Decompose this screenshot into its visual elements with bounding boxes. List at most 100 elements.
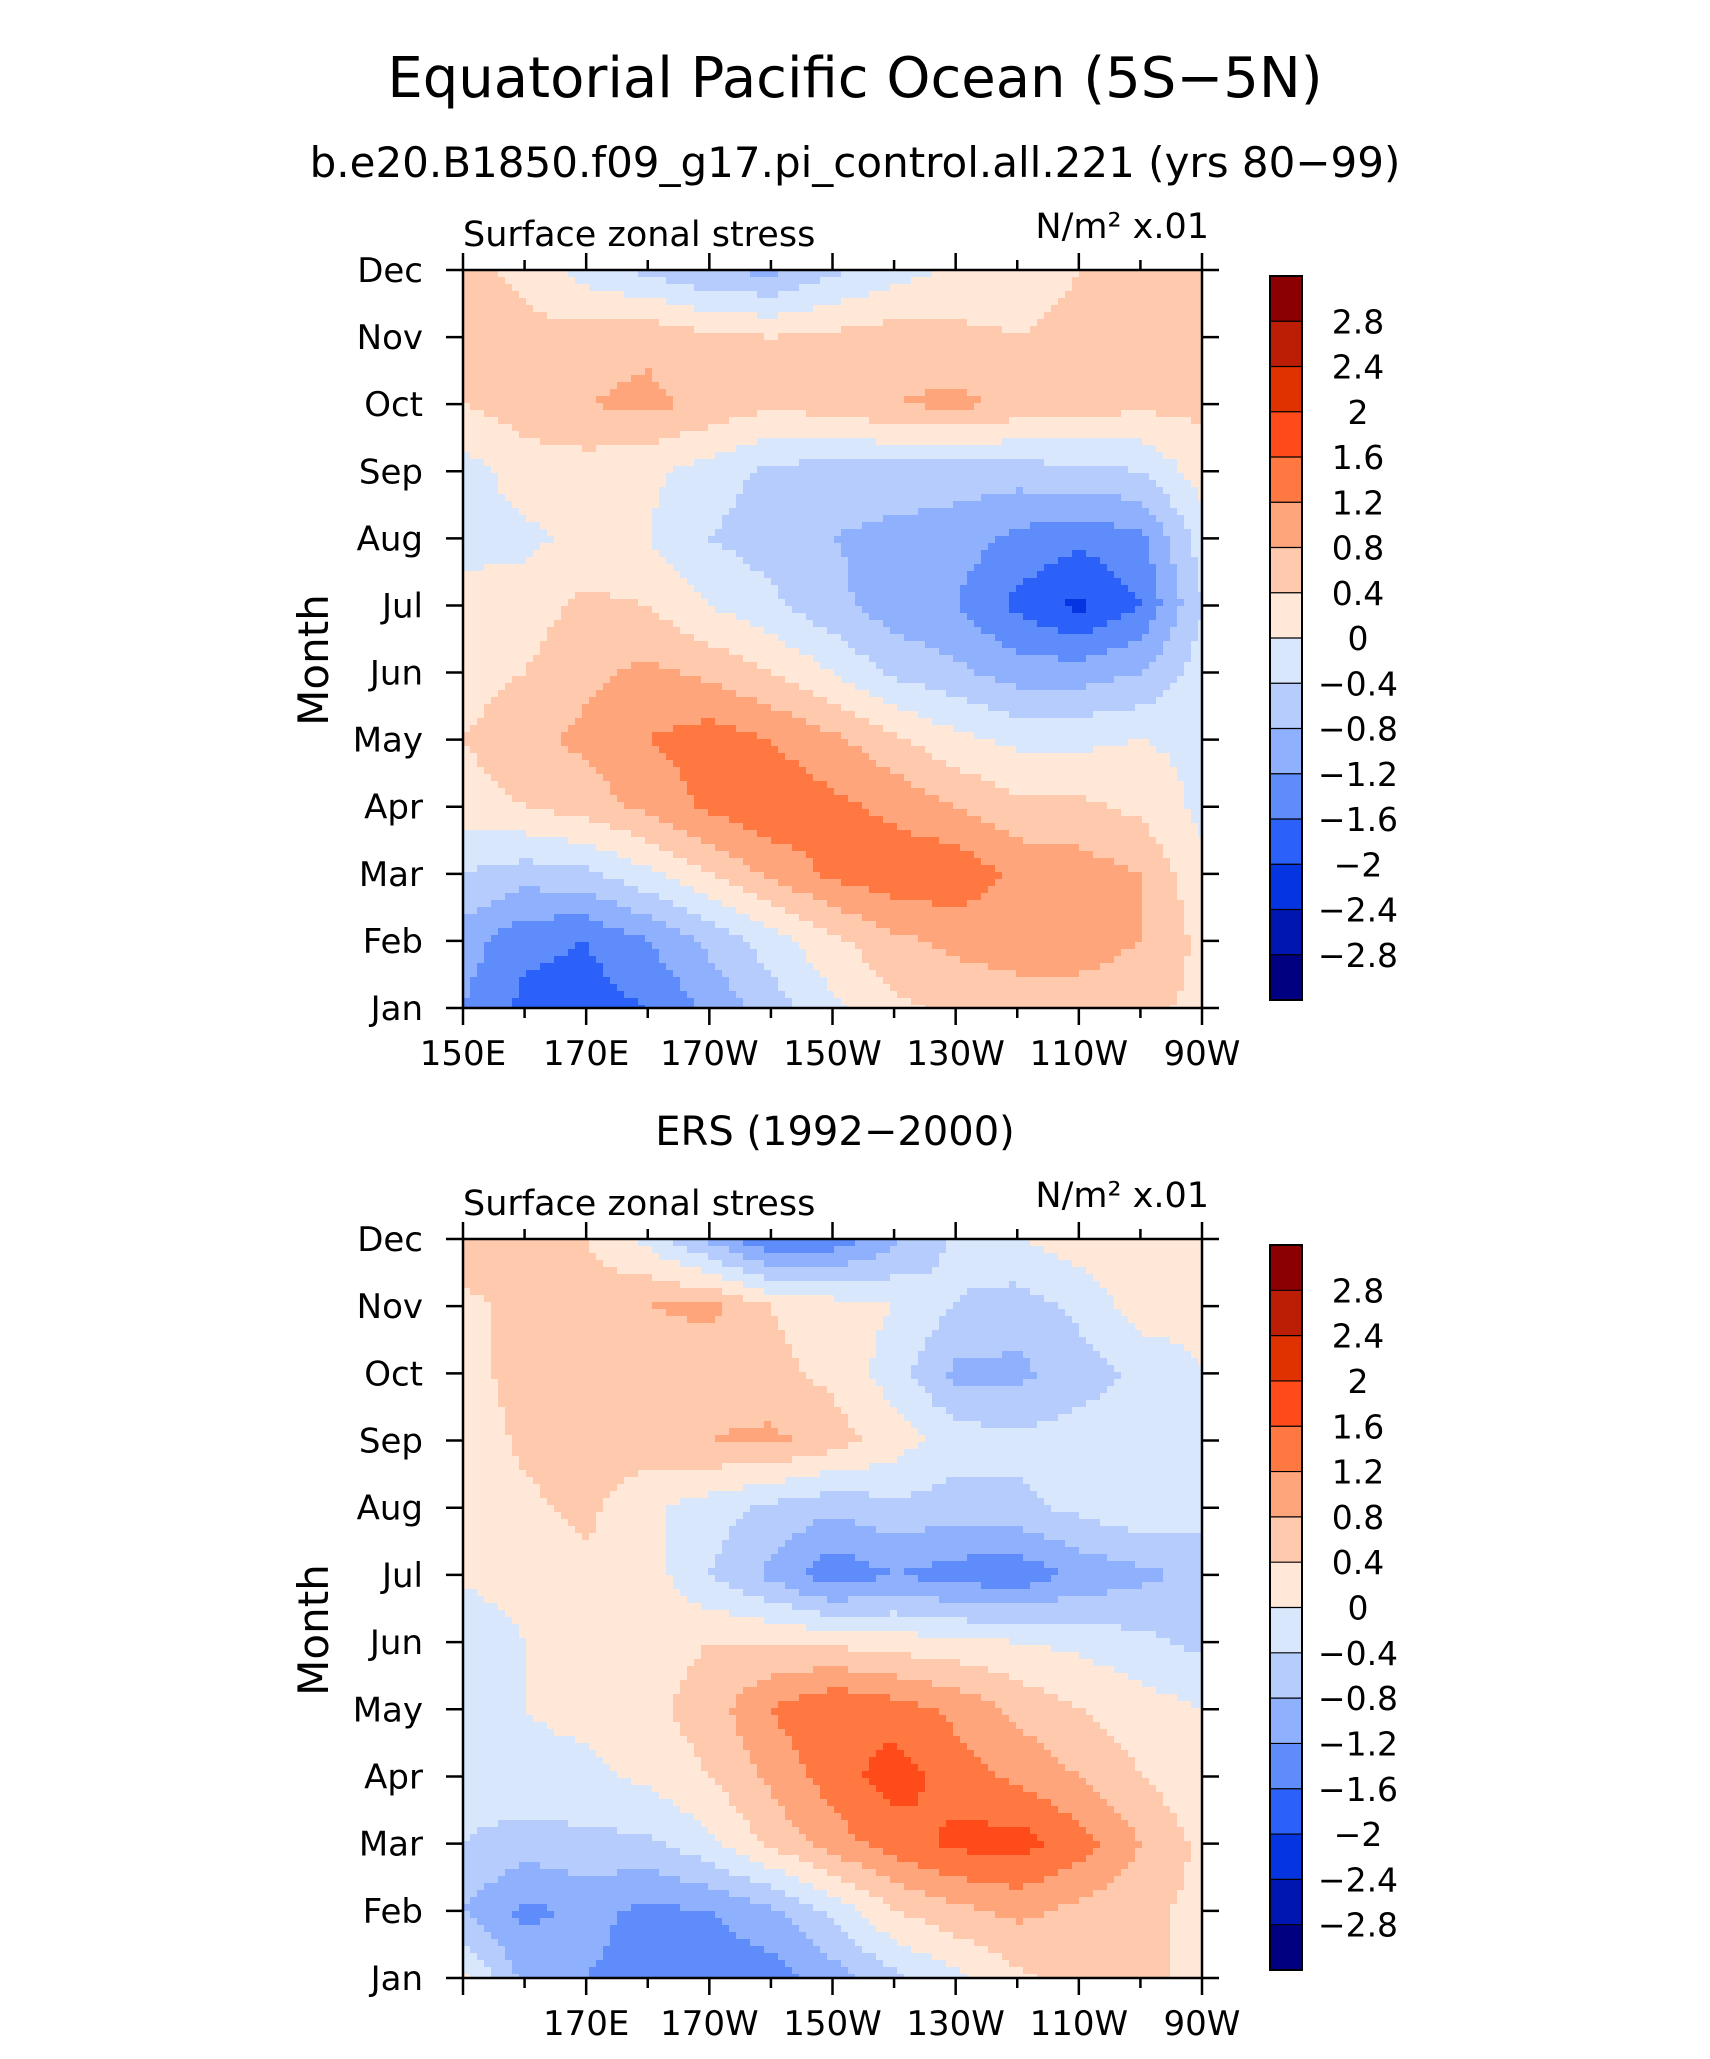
y-tick-label: Jun (368, 654, 423, 694)
y-tick-label: Aug (357, 1489, 423, 1529)
colorbar-label: 0 (1348, 619, 1369, 658)
colorbar-swatch (1270, 1336, 1302, 1382)
colorbar-label: −1.2 (1318, 1724, 1398, 1763)
colorbar-label: −2.8 (1318, 936, 1398, 975)
y-tick-label: May (353, 721, 423, 761)
y-tick-label: Nov (357, 318, 423, 358)
colorbar-label: 0.4 (1332, 1543, 1384, 1582)
y-tick-label: Dec (357, 1220, 423, 1260)
colorbar-label: 0.4 (1332, 574, 1384, 613)
y-tick-label: Dec (357, 251, 423, 291)
x-tick-label: 130W (906, 1034, 1005, 1074)
x-tick-label: 110W (1030, 2004, 1129, 2044)
panel-title: ERS (1992−2000) (655, 1109, 1015, 1155)
x-tick-label: 90W (1164, 1034, 1241, 1074)
colorbar-label: −2.4 (1318, 891, 1398, 930)
colorbar-swatch (1270, 457, 1302, 503)
y-tick-label: Oct (364, 1354, 423, 1394)
colorbar-swatch (1270, 683, 1302, 729)
colorbar-label: 0 (1348, 1589, 1369, 1628)
colorbar-swatch (1270, 1517, 1302, 1563)
colorbar-swatch (1270, 412, 1302, 458)
colorbar-swatch (1270, 1743, 1302, 1789)
y-tick-label: Sep (359, 1422, 423, 1462)
panel-units-label: N/m² x.01 (1035, 207, 1209, 247)
colorbar-label: 1.2 (1332, 1453, 1384, 1492)
colorbar-swatch (1270, 955, 1302, 1001)
colorbar-label: 2.4 (1332, 1317, 1384, 1356)
y-tick-label: Oct (364, 385, 423, 425)
panel-var-label: Surface zonal stress (463, 1184, 815, 1224)
colorbar-swatch (1270, 1698, 1302, 1744)
colorbar-label: 2.8 (1332, 302, 1384, 341)
y-tick-label: Feb (363, 1892, 423, 1932)
y-tick-label: Jan (369, 989, 423, 1029)
x-tick-label: 90W (1164, 2004, 1241, 2044)
colorbar-swatch (1270, 1426, 1302, 1472)
colorbar-label: −2 (1334, 845, 1383, 884)
panel-model: Surface zonal stress N/m² x.01 Month Jan… (289, 207, 1398, 1074)
colorbar-label: 0.8 (1332, 1498, 1384, 1537)
colorbar-label: −0.8 (1318, 1679, 1398, 1718)
contour-field (463, 1239, 1203, 1979)
x-tick-label: 170E (543, 1034, 629, 1074)
colorbar-label: −1.6 (1318, 800, 1398, 839)
colorbar-swatch (1270, 367, 1302, 413)
colorbar-swatch (1270, 1834, 1302, 1880)
y-tick-label: Apr (364, 1757, 423, 1797)
x-tick-label: 170W (660, 1034, 759, 1074)
x-tick-label: 130W (906, 2004, 1005, 2044)
colorbar-swatch (1270, 774, 1302, 820)
colorbar-label: 1.6 (1332, 1407, 1384, 1446)
y-tick-label: May (353, 1690, 423, 1730)
contour-plot: Jan Feb Mar Apr May Jun Jul Aug Sep Oct Nov Dec 170E… (353, 1220, 1241, 2044)
colorbar-swatch (1270, 502, 1302, 548)
panel-ers: ERS (1992−2000) Surface zonal stress N/m… (289, 1109, 1398, 2044)
panel-units-label: N/m² x.01 (1035, 1176, 1209, 1216)
y-tick-label: Jun (368, 1623, 423, 1663)
y-tick-label: Jul (380, 586, 423, 626)
x-tick-label: 170E (543, 2004, 629, 2044)
colorbar-swatch (1270, 1925, 1302, 1971)
y-tick-label: Feb (363, 922, 423, 962)
x-tick-label: 110W (1030, 1034, 1129, 1074)
colorbar-label: 2.8 (1332, 1271, 1384, 1310)
x-tick-label: 150E (420, 1034, 506, 1074)
panel-ylabel: Month (289, 594, 338, 726)
colorbar-swatch (1270, 1608, 1302, 1654)
colorbar-label: −1.6 (1318, 1770, 1398, 1809)
y-tick-label: Mar (359, 1825, 423, 1865)
colorbar-swatch (1270, 1472, 1302, 1518)
x-tick-label: 170W (660, 2004, 759, 2044)
colorbar-swatch (1270, 1290, 1302, 1336)
x-tick-label: 150W (783, 1034, 882, 1074)
y-tick-label: Jul (380, 1556, 423, 1596)
colorbar-swatch (1270, 321, 1302, 367)
colorbar-label: −2 (1334, 1815, 1383, 1854)
colorbar-label: −0.4 (1318, 1634, 1398, 1673)
colorbar-swatch (1270, 1653, 1302, 1699)
colorbar-swatch (1270, 1789, 1302, 1835)
colorbar-label: 2 (1348, 393, 1369, 432)
colorbar-swatch (1270, 729, 1302, 775)
colorbar-swatch (1270, 638, 1302, 684)
colorbar-label: 2 (1348, 1362, 1369, 1401)
colorbar-label: −0.4 (1318, 664, 1398, 703)
colorbar-swatch (1270, 1879, 1302, 1925)
colorbar-swatch (1270, 276, 1302, 322)
colorbar-swatch (1270, 819, 1302, 865)
colorbar-swatch (1270, 593, 1302, 639)
y-tick-label: Nov (357, 1287, 423, 1327)
figure-subtitle: b.e20.B1850.f09_g17.pi_control.all.221 (… (310, 138, 1401, 187)
y-tick-label: Mar (359, 855, 423, 895)
colorbar-label: −2.8 (1318, 1906, 1398, 1945)
colorbar-swatch (1270, 864, 1302, 910)
colorbar: 2.8 2.4 2 1.6 1.2 0.8 0.4 0 −0.4 −0.8 −1.2 −1.6 −2 −2… (1270, 1245, 1398, 1971)
colorbar-swatch (1270, 1562, 1302, 1608)
colorbar-swatch (1270, 910, 1302, 956)
colorbar-label: 1.2 (1332, 483, 1384, 522)
y-tick-label: Jan (369, 1959, 423, 1999)
contour-field (463, 270, 1203, 1009)
y-tick-label: Sep (359, 452, 423, 492)
